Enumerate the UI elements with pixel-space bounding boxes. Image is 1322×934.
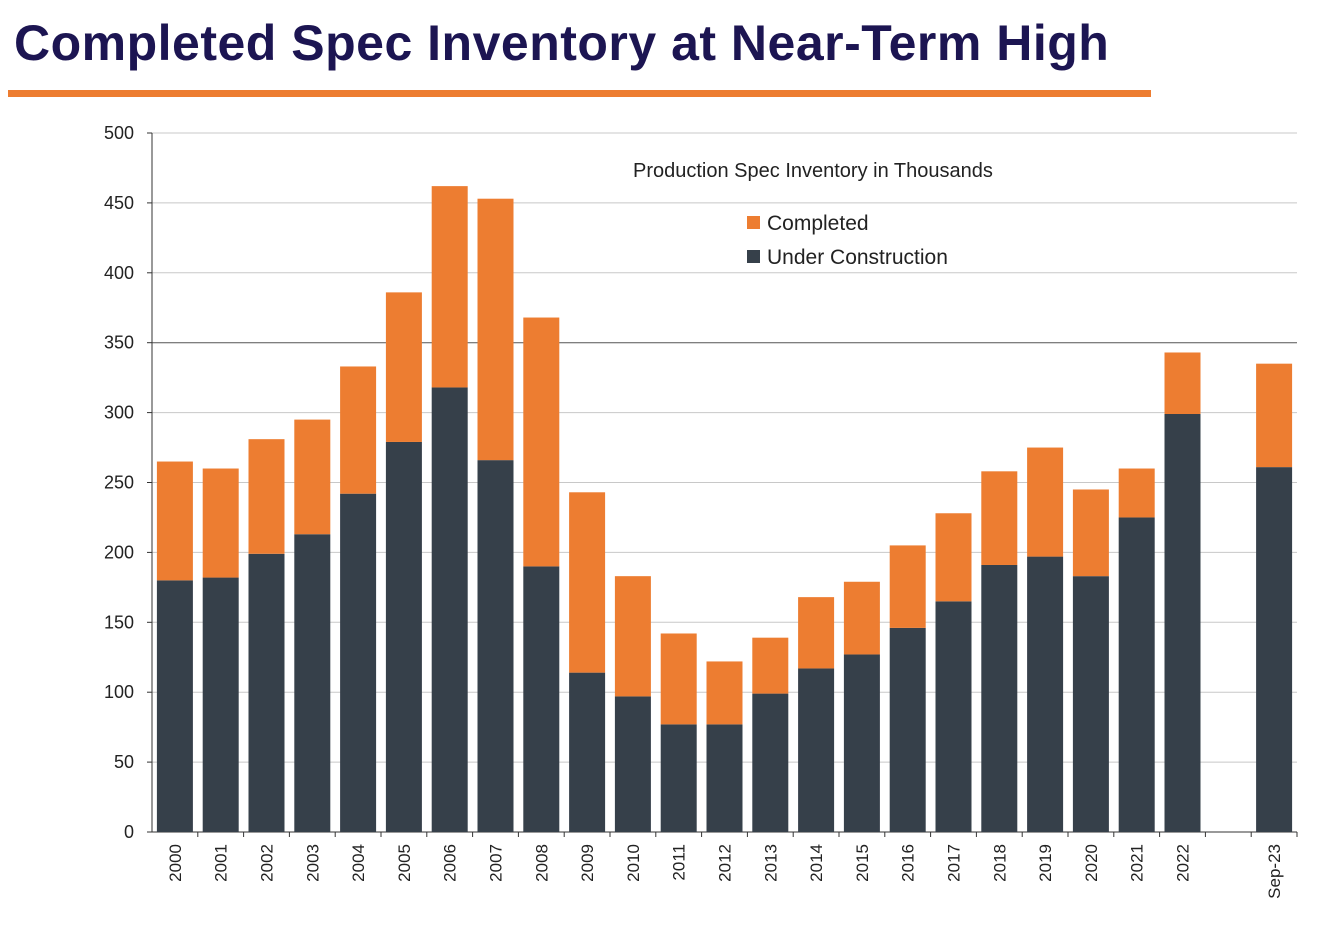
bar-under-construction <box>294 534 331 832</box>
y-tick-label: 50 <box>114 752 134 772</box>
y-tick-label: 300 <box>104 403 134 423</box>
bar-completed <box>889 545 926 628</box>
bar-under-construction <box>385 441 422 832</box>
bar-under-construction <box>569 672 606 832</box>
x-tick-label: 2021 <box>1128 844 1147 882</box>
x-tick-label: 2010 <box>624 844 643 882</box>
bar-under-construction <box>248 553 285 832</box>
x-tick-label: 2008 <box>532 844 551 882</box>
x-tick-label: Sep-23 <box>1265 844 1284 899</box>
y-tick-label: 0 <box>124 822 134 842</box>
x-tick-label: 2013 <box>761 844 780 882</box>
y-tick-label: 100 <box>104 682 134 702</box>
y-tick-label: 200 <box>104 542 134 562</box>
bar-completed <box>614 576 651 697</box>
x-tick-label: 2001 <box>212 844 231 882</box>
y-tick-label: 350 <box>104 333 134 353</box>
bar-under-construction <box>889 627 926 832</box>
x-tick-label: 2014 <box>807 844 826 882</box>
bar-under-construction <box>798 668 835 832</box>
bar-under-construction <box>843 654 880 832</box>
bar-under-construction <box>1256 467 1293 832</box>
bar-completed <box>248 439 285 554</box>
y-tick-label: 150 <box>104 612 134 632</box>
bar-completed <box>1256 363 1293 468</box>
x-tick-label: 2017 <box>945 844 964 882</box>
x-tick-label: 2006 <box>441 844 460 882</box>
bar-under-construction <box>752 693 789 832</box>
bar-under-construction <box>935 601 972 832</box>
bar-under-construction <box>202 577 239 832</box>
bar-completed <box>1027 447 1064 557</box>
bar-under-construction <box>614 696 651 832</box>
bar-completed <box>981 471 1018 565</box>
x-tick-label: 2005 <box>395 844 414 882</box>
x-tick-label: 2003 <box>303 844 322 882</box>
bar-under-construction <box>706 724 743 832</box>
legend-label: Under Construction <box>767 246 948 269</box>
x-tick-label: 2022 <box>1174 844 1193 882</box>
x-tick-label: 2020 <box>1082 844 1101 882</box>
x-tick-label: 2007 <box>487 844 506 882</box>
y-tick-label: 450 <box>104 193 134 213</box>
bar-completed <box>843 581 880 655</box>
legend-swatch <box>747 250 760 263</box>
bar-completed <box>385 292 422 442</box>
bar-completed <box>202 468 239 578</box>
bar-completed <box>523 317 560 567</box>
x-tick-label: 2009 <box>578 844 597 882</box>
x-tick-label: 2019 <box>1036 844 1055 882</box>
bar-under-construction <box>340 493 377 832</box>
x-tick-label: 2015 <box>853 844 872 882</box>
slide-title: Completed Spec Inventory at Near-Term Hi… <box>14 15 1110 71</box>
y-tick-label: 250 <box>104 473 134 493</box>
bar-under-construction <box>660 724 697 832</box>
x-tick-label: 2018 <box>990 844 1009 882</box>
legend-label: Completed <box>767 212 869 235</box>
x-tick-label: 2012 <box>716 844 735 882</box>
bar-completed <box>660 633 697 725</box>
bar-under-construction <box>1027 556 1064 832</box>
bar-completed <box>294 419 331 535</box>
bar-under-construction <box>431 387 468 832</box>
x-tick-label: 2004 <box>349 844 368 882</box>
bar-completed <box>1164 352 1201 414</box>
bar-completed <box>706 661 743 725</box>
x-tick-label: 2000 <box>166 844 185 882</box>
y-tick-label: 500 <box>104 123 134 143</box>
title-underline <box>8 90 1151 97</box>
bar-under-construction <box>1072 576 1109 832</box>
x-tick-label: 2002 <box>258 844 277 882</box>
bar-under-construction <box>523 566 560 832</box>
bar-completed <box>798 597 835 669</box>
bar-completed <box>477 198 514 461</box>
bar-under-construction <box>1118 517 1155 832</box>
legend-swatch <box>747 216 760 229</box>
bar-completed <box>1072 489 1109 577</box>
bar-completed <box>569 492 606 673</box>
bar-under-construction <box>156 580 193 832</box>
y-tick-label: 400 <box>104 263 134 283</box>
bar-completed <box>752 637 789 694</box>
bar-under-construction <box>1164 413 1201 832</box>
bar-under-construction <box>477 460 514 832</box>
bar-completed <box>935 513 972 602</box>
chart-title: Production Spec Inventory in Thousands <box>633 160 993 182</box>
bar-completed <box>1118 468 1155 518</box>
bar-under-construction <box>981 564 1018 832</box>
bar-completed <box>431 186 468 388</box>
bar-completed <box>156 461 193 581</box>
x-tick-label: 2011 <box>670 844 689 881</box>
bar-completed <box>340 366 377 494</box>
x-tick-label: 2016 <box>899 844 918 882</box>
